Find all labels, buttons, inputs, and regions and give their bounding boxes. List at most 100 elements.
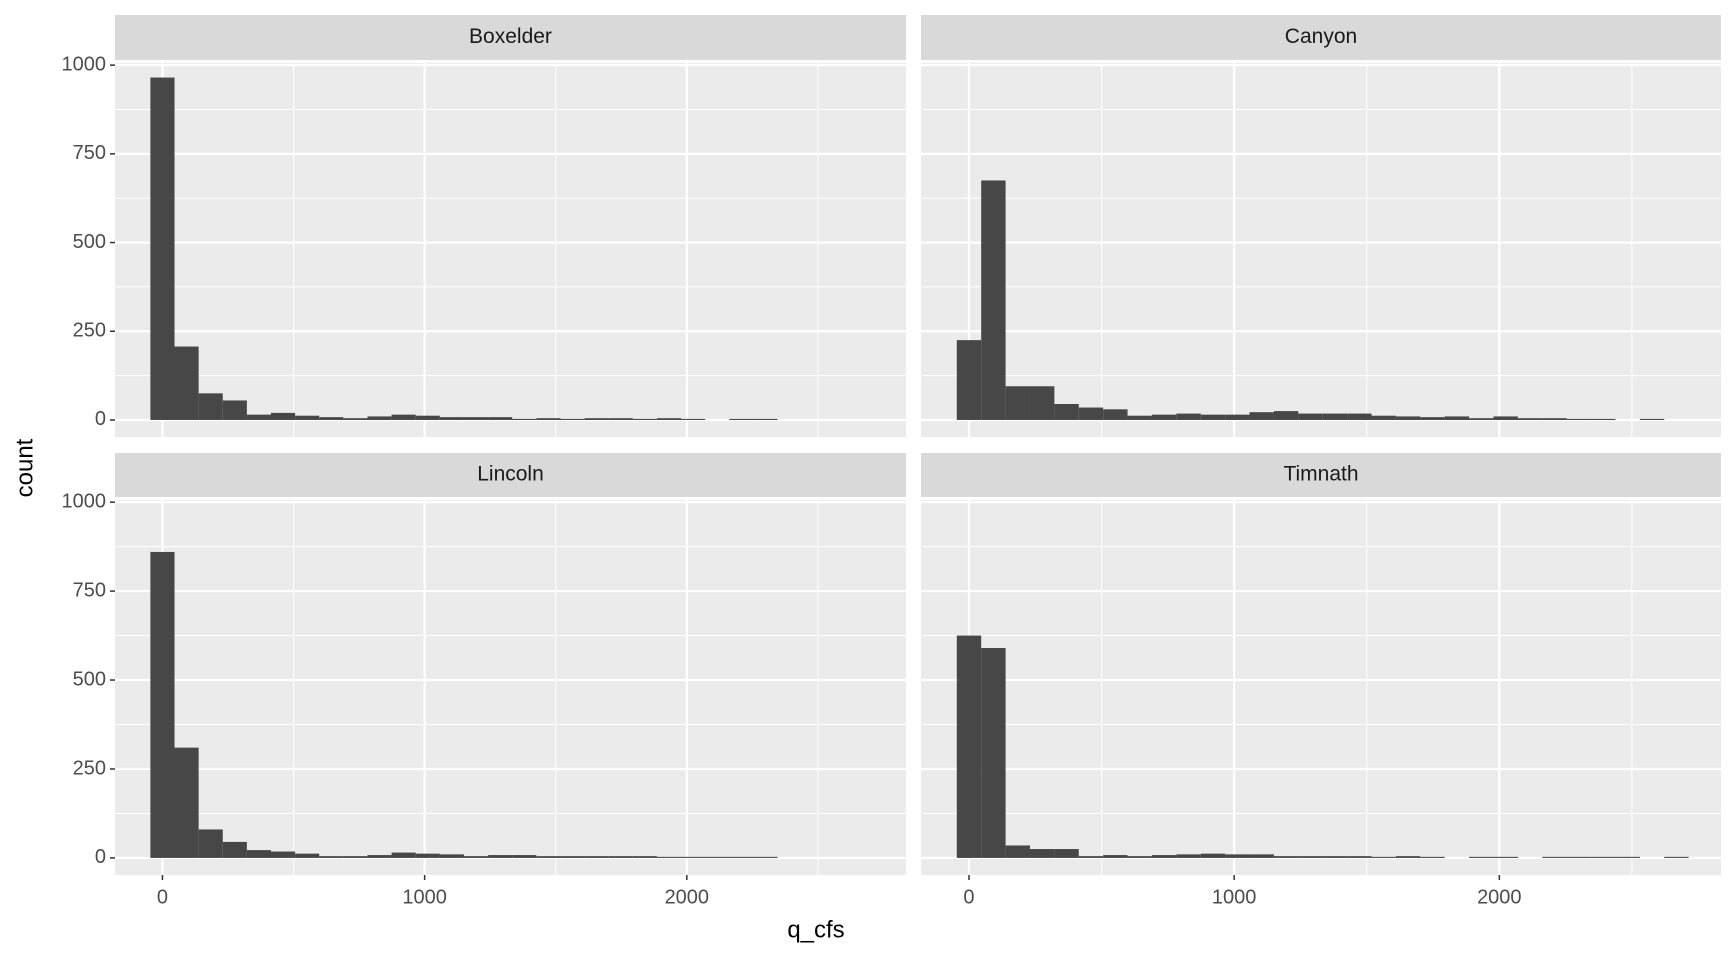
bar: [1029, 849, 1055, 858]
bar: [608, 418, 633, 420]
bar: [981, 180, 1006, 420]
bar: [1054, 404, 1079, 420]
bar: [753, 418, 778, 420]
bar: [1005, 845, 1030, 858]
bar: [656, 856, 682, 858]
bar: [956, 340, 982, 420]
bar: [956, 635, 982, 858]
bar: [1273, 411, 1299, 420]
y-tick-label: 1000: [62, 490, 107, 512]
y-axis-label: count: [11, 438, 38, 497]
bar: [1469, 418, 1494, 420]
bar: [608, 856, 633, 858]
bar: [1176, 854, 1201, 858]
bar: [705, 856, 730, 858]
bar: [512, 855, 537, 858]
y-tick-label: 0: [95, 408, 106, 430]
bar: [560, 856, 585, 858]
panel-background: [115, 63, 906, 437]
bar: [1298, 856, 1323, 858]
panel-background: [115, 500, 906, 875]
bar: [1103, 409, 1128, 420]
y-tick-label: 0: [95, 846, 106, 868]
bar: [463, 856, 489, 858]
bar: [150, 551, 175, 858]
y-tick-label: 750: [73, 142, 106, 164]
bar: [584, 856, 609, 858]
bar: [1493, 856, 1518, 858]
bar: [1420, 856, 1445, 858]
bar: [1469, 856, 1494, 858]
bar: [656, 418, 682, 420]
bar: [1273, 856, 1299, 858]
bar: [1542, 856, 1567, 858]
panel-background: [921, 500, 1721, 875]
bar: [1127, 856, 1152, 858]
bar: [560, 418, 585, 420]
strip-label: Boxelder: [469, 25, 552, 48]
bar: [584, 418, 609, 420]
bar: [198, 829, 223, 858]
panel-background: [921, 63, 1721, 437]
x-tick-label: 0: [963, 886, 974, 908]
strip: [115, 453, 906, 497]
bar: [222, 841, 247, 858]
bar: [174, 346, 199, 420]
x-axis-label: q_cfs: [787, 916, 844, 943]
bar: [488, 855, 513, 858]
y-tick-label: 1000: [62, 53, 107, 75]
bar: [512, 418, 537, 420]
bar: [319, 417, 344, 420]
bar: [246, 414, 271, 420]
bar: [1225, 854, 1250, 858]
bar: [391, 852, 416, 858]
bar: [150, 77, 175, 420]
bar: [270, 851, 296, 858]
strip-label: Canyon: [1285, 25, 1357, 48]
bar: [1664, 856, 1689, 858]
bar: [1151, 855, 1177, 858]
bar: [1322, 413, 1348, 420]
bar: [1322, 856, 1348, 858]
y-tick-label: 250: [73, 320, 106, 342]
bar: [1151, 414, 1177, 420]
bar: [1200, 853, 1226, 858]
bar: [1347, 413, 1372, 420]
bar: [174, 747, 199, 858]
bar: [1395, 416, 1421, 420]
bar: [343, 418, 368, 420]
strip-label: Timnath: [1283, 463, 1358, 486]
bar: [343, 856, 368, 858]
x-tick-label: 1000: [1212, 886, 1257, 908]
bar: [1225, 414, 1250, 420]
bar: [1420, 417, 1445, 420]
y-tick-label: 250: [73, 757, 106, 779]
bar: [367, 855, 392, 858]
bar: [463, 417, 489, 420]
bar: [270, 412, 296, 420]
bar: [681, 856, 706, 858]
bar: [981, 648, 1006, 858]
bar: [1103, 855, 1128, 858]
strip: [921, 453, 1721, 497]
bar: [1566, 418, 1592, 420]
bar: [1591, 856, 1616, 858]
bar: [536, 418, 561, 420]
bar: [1347, 856, 1372, 858]
bar: [1078, 856, 1104, 858]
bar: [367, 416, 392, 420]
bar: [1639, 418, 1665, 420]
bar: [1371, 856, 1396, 858]
bar: [1517, 418, 1543, 420]
bar: [1005, 386, 1030, 420]
bar: [753, 856, 778, 858]
bar: [729, 418, 754, 420]
bar: [319, 856, 344, 858]
bar: [1444, 416, 1470, 420]
x-tick-label: 2000: [665, 886, 710, 908]
bar: [1591, 418, 1616, 420]
bar: [1078, 407, 1104, 420]
bar: [295, 853, 320, 858]
